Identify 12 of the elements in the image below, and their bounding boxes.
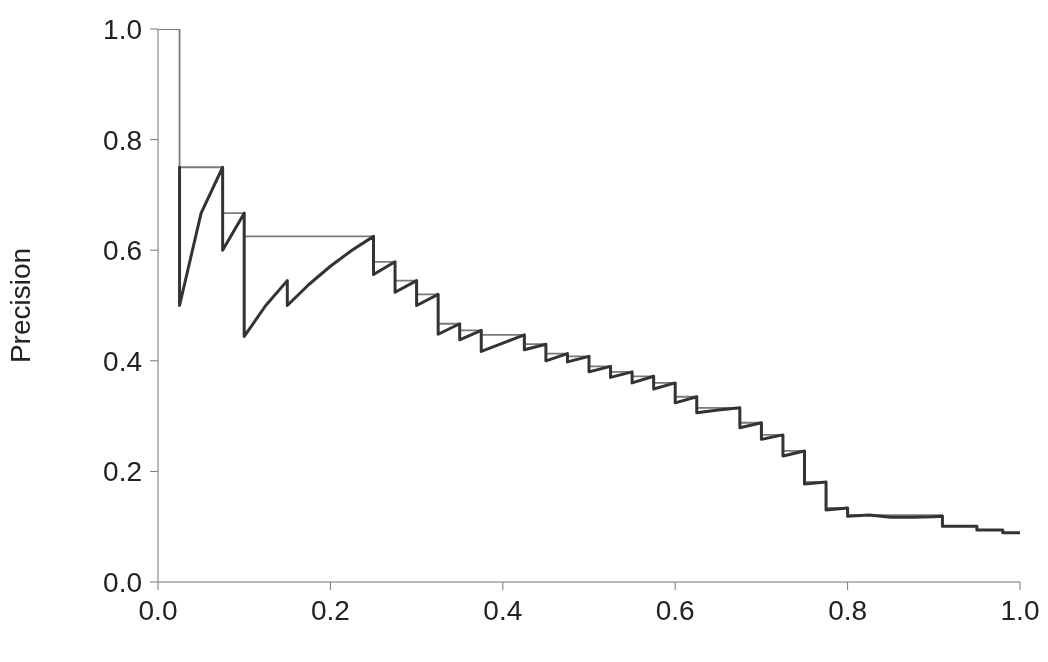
x-tick-label: 0.4 [483, 594, 523, 626]
y-tick-label: 0.2 [103, 456, 142, 488]
y-tick-label: 0.6 [103, 235, 142, 267]
y-axis-title: Precision [4, 247, 36, 364]
y-tick-label: 1.0 [103, 13, 142, 45]
x-tick-label: 0.6 [655, 594, 695, 626]
y-tick-label: 0.8 [103, 124, 142, 156]
y-tick-label: 0.4 [103, 345, 142, 377]
x-tick-label: 0.2 [310, 594, 350, 626]
line-series [178, 165, 1020, 535]
x-tick-label: 1.0 [1000, 594, 1040, 626]
x-tick-label: 0.8 [828, 594, 868, 626]
